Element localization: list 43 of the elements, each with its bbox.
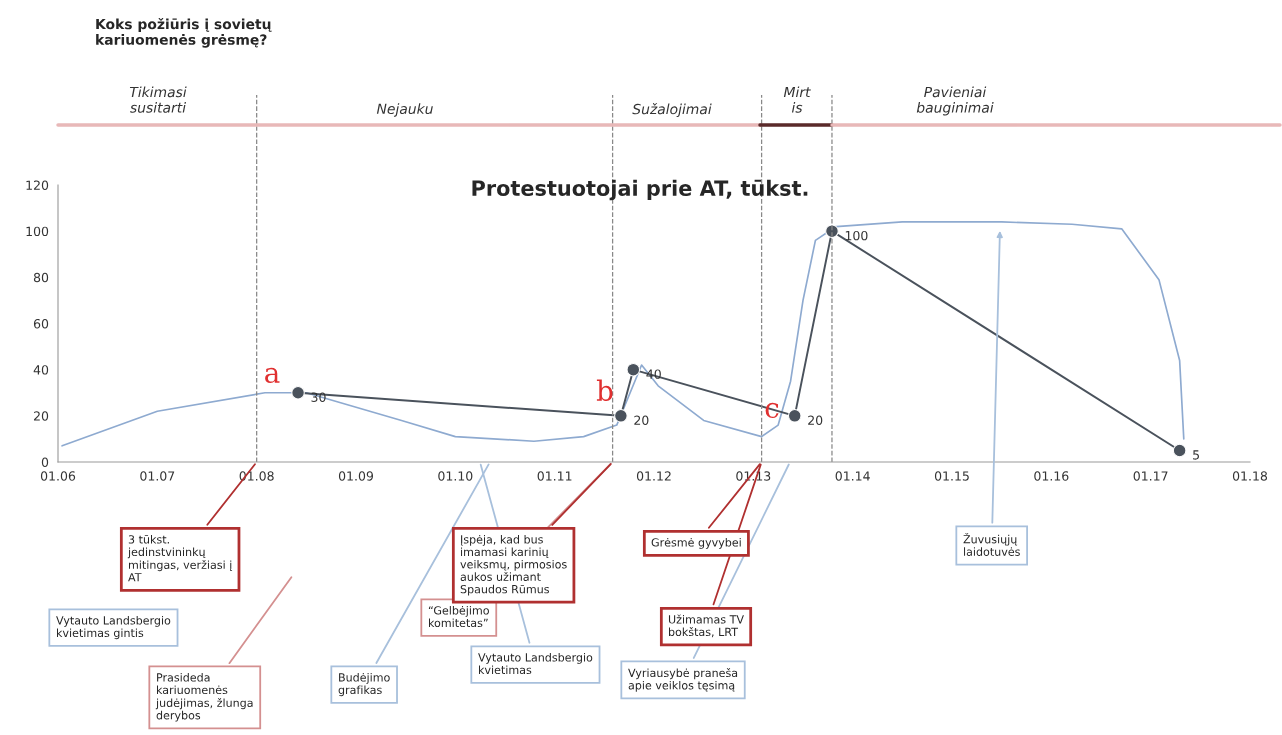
y-tick-label: 80: [33, 272, 49, 283]
text: Nejauku: [376, 103, 433, 117]
text: Vytauto Landsbergio kvietimas: [478, 653, 593, 675]
x-tick-label: 01.17: [1133, 471, 1168, 481]
data-label: 20: [808, 415, 823, 426]
data-label: 5: [1193, 450, 1199, 460]
x-tick-label: 01.16: [1034, 471, 1069, 481]
y-tick-label: 100: [26, 226, 49, 237]
text: Žuvusiųjų laidotuvės: [963, 533, 1020, 556]
annotation: Įspėja, kad bus imamasi karinių veiksmų, pirmosios aukos užimant Spaudos Rūmus: [460, 535, 567, 596]
annotation: a: [265, 367, 280, 384]
text: Mirt is: [783, 86, 811, 113]
chart-title: Protestuotojai prie AT, tūkst.: [472, 179, 808, 201]
x-tick-label: 01.07: [140, 471, 175, 481]
chart-subtitle: Koks požiūris į sovietų kariuomenės grėsmę?: [96, 18, 272, 48]
annotation: b: [596, 379, 613, 402]
x-tick-label: 01.18: [1232, 471, 1268, 481]
annotation: Užimamas TV bokštas, LRT: [668, 614, 744, 638]
y-tick-label: 60: [33, 318, 49, 329]
annotation: Grėsmė gyvybei: [651, 538, 741, 549]
data-label: 100: [845, 230, 868, 241]
y-tick-label: 0: [41, 457, 49, 467]
y-tick-label: 40: [33, 365, 49, 375]
x-tick-label: 01.09: [338, 471, 374, 481]
y-tick-label: 120: [26, 180, 49, 190]
x-tick-label: 01.11: [537, 471, 572, 481]
x-tick-label: 01.12: [636, 471, 671, 481]
text: Sužalojimai: [632, 103, 712, 117]
text: Vyriausybė praneša apie veiklos tęsimą: [628, 668, 738, 692]
text: Vytauto Landsbergio kvietimas gintis: [56, 616, 171, 640]
x-tick-label: 01.14: [835, 471, 870, 481]
text: Tikimasi susitarti: [129, 86, 187, 113]
annotation: “Gelbėjimo komitetas”: [428, 606, 489, 628]
text: Prasideda kariuomenės judėjimas, žlunga derybos: [155, 673, 253, 722]
y-tick-label: 20: [33, 411, 49, 421]
annotation: 3 tūkst. jedinstvininkų mitingas, veržiasi į AT: [127, 535, 233, 582]
x-tick-label: 01.10: [438, 471, 473, 481]
data-label: 20: [634, 415, 649, 426]
text: Pavieniai bauginimai: [916, 86, 994, 116]
x-tick-label: 01.15: [934, 471, 969, 481]
x-tick-label: 01.06: [40, 471, 76, 481]
data-label: 30: [311, 392, 326, 402]
text: Budėjimo grafikas: [338, 673, 390, 697]
